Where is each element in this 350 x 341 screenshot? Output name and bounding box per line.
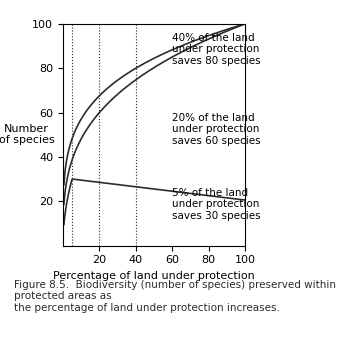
Text: Figure 8.5.  Biodiversity (number of species) preserved within protected areas a: Figure 8.5. Biodiversity (number of spec… [14, 280, 336, 313]
Y-axis label: Number
of species: Number of species [0, 124, 55, 146]
Text: 20% of the land
under protection
saves 60 species: 20% of the land under protection saves 6… [172, 113, 261, 146]
Text: 5% of the land
under protection
saves 30 species: 5% of the land under protection saves 30… [172, 188, 261, 221]
X-axis label: Percentage of land under protection: Percentage of land under protection [53, 271, 255, 281]
Text: 40% of the land
under protection
saves 80 species: 40% of the land under protection saves 8… [172, 33, 261, 66]
